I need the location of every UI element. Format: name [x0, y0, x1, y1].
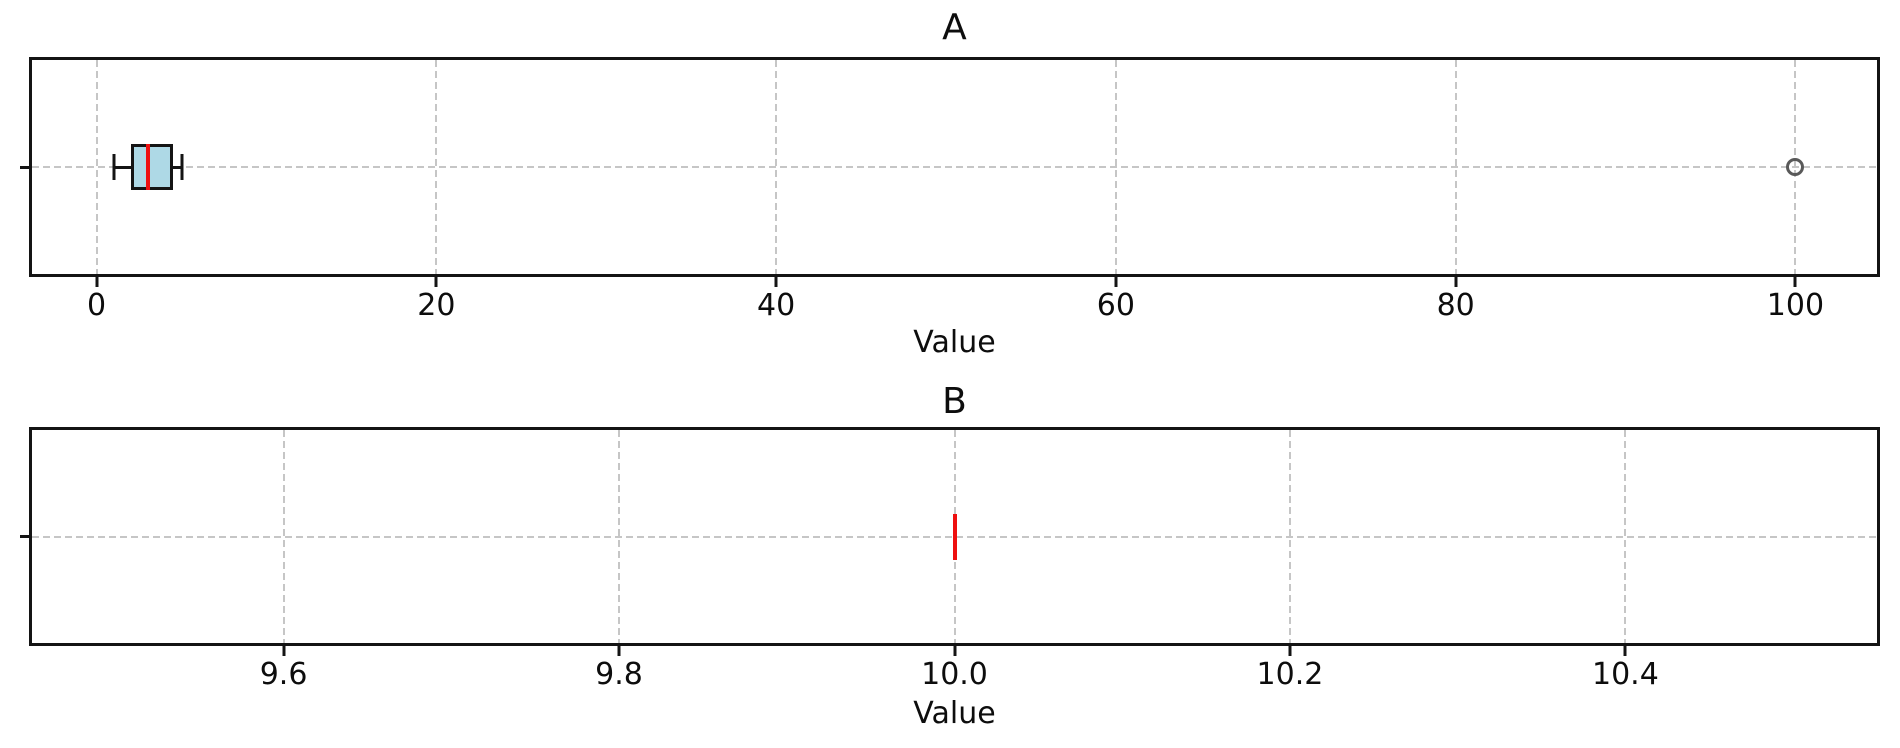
x-tick-mark: [953, 646, 956, 656]
x-tick-mark: [282, 646, 286, 656]
x-tick-label: 60: [1096, 288, 1135, 323]
subplot-a-x-axis-label: Value: [913, 325, 996, 360]
x-tick-mark: [1623, 646, 1627, 656]
x-tick-mark: [1114, 277, 1118, 287]
upper-whisker: [173, 165, 182, 169]
median-line: [145, 144, 150, 190]
x-tick-label: 100: [1766, 288, 1825, 323]
subplot-b-plot-area: 9.6 9.8 10.0 10.2 10.4: [20, 427, 1880, 692]
lower-whisker-cap: [112, 154, 116, 180]
x-tick-label: 20: [417, 288, 456, 323]
x-tick-label: 9.6: [259, 657, 308, 692]
y-tick-mark: [20, 535, 29, 538]
x-tick-mark: [1288, 646, 1292, 656]
x-tick-label: 80: [1436, 288, 1475, 323]
x-tick-label: 10.4: [1592, 657, 1659, 692]
outlier-marker: [1786, 158, 1805, 176]
y-tick-mark: [20, 165, 29, 169]
subplot-a-title: A: [942, 7, 967, 48]
lower-whisker: [113, 165, 131, 169]
x-tick-label: 40: [757, 288, 796, 323]
x-tick-mark: [1793, 277, 1797, 287]
upper-whisker-cap: [180, 154, 183, 180]
x-tick-label: 10.2: [1256, 657, 1324, 692]
x-tick-label: 9.8: [595, 657, 643, 692]
y-gridline: [32, 166, 1877, 168]
x-tick-label: 0: [87, 288, 107, 323]
x-tick-mark: [617, 646, 621, 656]
iqr-box: [130, 144, 173, 190]
x-tick-mark: [774, 277, 778, 287]
x-tick-mark: [95, 277, 99, 287]
x-tick-mark: [1454, 277, 1458, 287]
x-tick-mark: [434, 277, 438, 287]
subplot-a-plot-area: 0 20 40 60 80 100: [20, 57, 1880, 323]
subplot-b-x-axis-label: Value: [913, 696, 996, 731]
subplot-b-title: B: [942, 381, 967, 422]
x-tick-label: 10.0: [921, 657, 988, 692]
median-line: [952, 513, 957, 560]
